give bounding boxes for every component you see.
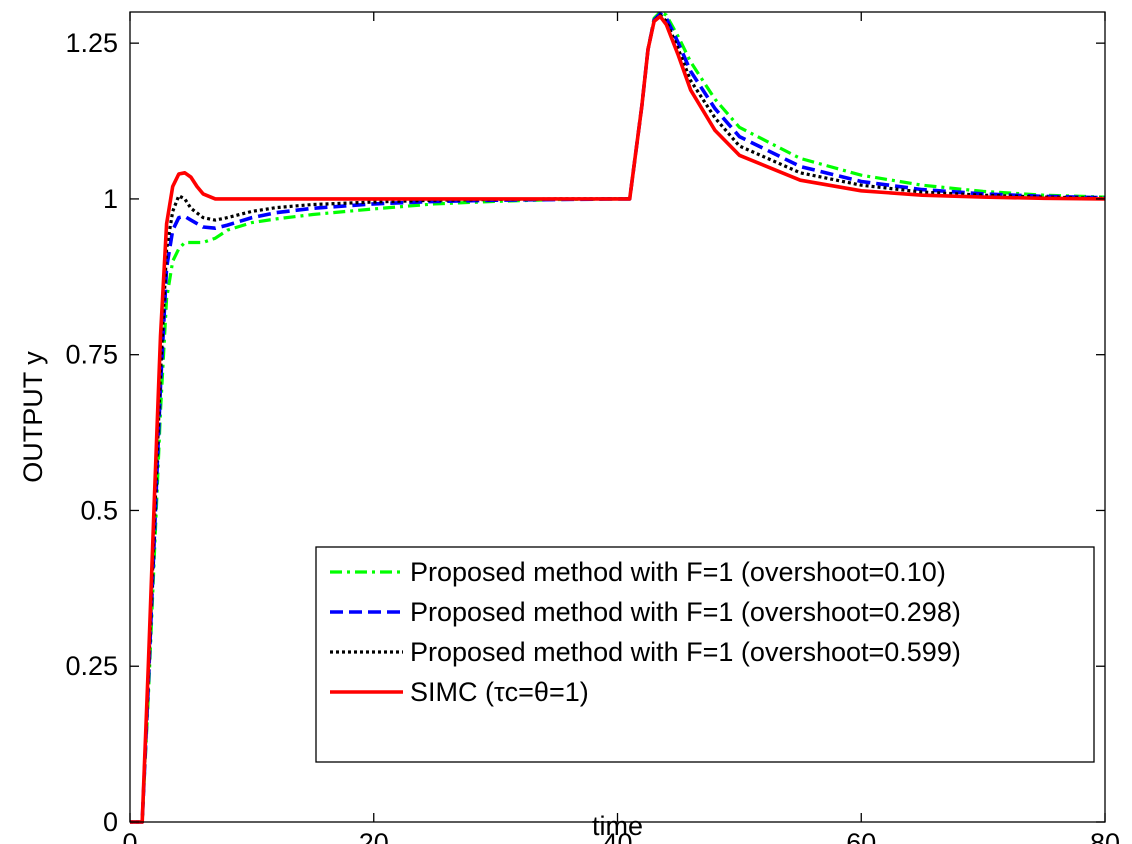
x-tick-label: 40 <box>602 828 632 844</box>
x-axis-label: time <box>592 811 643 841</box>
x-tick-label: 60 <box>846 828 876 844</box>
x-tick-label: 80 <box>1090 828 1120 844</box>
x-tick-label: 20 <box>359 828 389 844</box>
y-tick-label: 0.75 <box>65 340 118 370</box>
series-line-4 <box>130 14 1106 824</box>
legend-box <box>315 546 1095 763</box>
legend-label-2: Proposed method with F=1 (overshoot=0.29… <box>410 597 961 627</box>
y-tick-label: 0 <box>103 807 118 837</box>
y-tick-label: 0.25 <box>65 651 118 681</box>
ticks-layer: 0 20 40 60 80 0 0.25 0.5 0.75 1 1.25 <box>65 12 1120 844</box>
y-axis-label: OUTPUT y <box>18 351 48 483</box>
y-tick-label: 0.5 <box>80 495 118 525</box>
series-line-2 <box>130 12 1106 824</box>
legend-label-1: Proposed method with F=1 (overshoot=0.10… <box>410 557 946 587</box>
x-tick-label: 0 <box>122 828 137 844</box>
legend-label-3: Proposed method with F=1 (overshoot=0.59… <box>410 637 961 667</box>
series-line-1 <box>130 10 1106 824</box>
plot-area: 0 20 40 60 80 0 0.25 0.5 0.75 1 1.25 <box>65 10 1120 844</box>
series-layer <box>130 10 1106 824</box>
y-tick-label: 1.25 <box>65 28 118 58</box>
legend: Proposed method with F=1 (overshoot=0.10… <box>315 546 1095 763</box>
legend-label-4: SIMC (τc=θ=1) <box>410 677 589 707</box>
y-tick-label: 1 <box>103 184 118 214</box>
